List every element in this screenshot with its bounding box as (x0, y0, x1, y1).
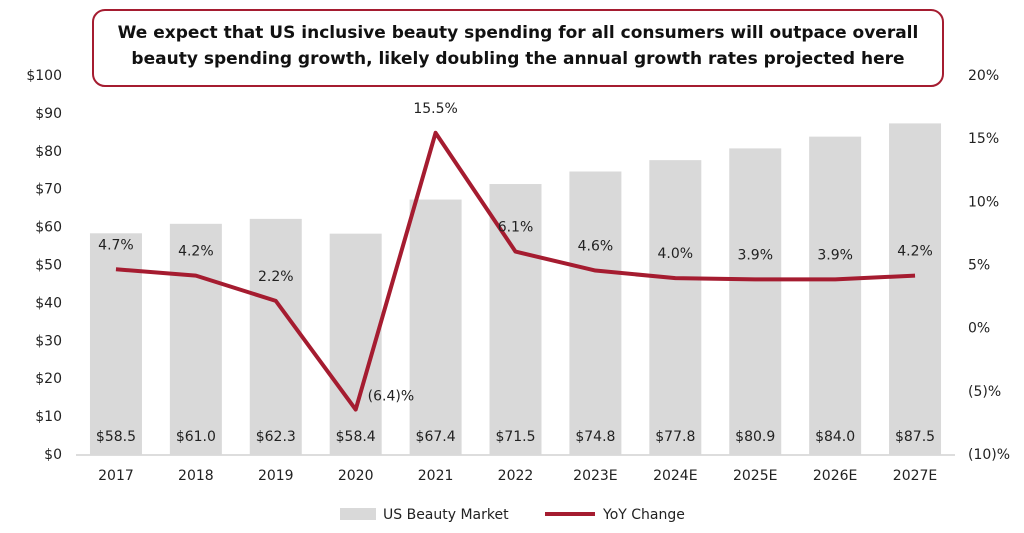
y-tick-label: $30 (35, 333, 62, 349)
bar-value-label: $61.0 (176, 429, 216, 445)
y-tick-label: $80 (35, 144, 62, 160)
y2-tick-label: 5% (968, 258, 990, 274)
x-tick-label: 2026E (813, 468, 857, 484)
line (115, 130, 916, 412)
bar (889, 123, 942, 455)
line-value-label: 4.7% (98, 237, 134, 253)
chart-title: beauty spending growth, likely doubling … (131, 49, 904, 69)
y-tick-label: $100 (26, 68, 62, 84)
y-tick-label: $60 (35, 220, 62, 236)
y-tick-label: $20 (35, 371, 62, 387)
x-tick-label: 2018 (178, 468, 214, 484)
bar-value-label: $74.8 (575, 429, 615, 445)
bar-value-label: $62.3 (256, 429, 296, 445)
bar (89, 233, 142, 455)
line-value-label: 4.6% (578, 239, 614, 255)
bar-value-label: $71.5 (495, 429, 535, 445)
bar-value-label: $77.8 (655, 429, 695, 445)
line-value-label: 4.2% (178, 244, 214, 260)
x-tick-label: 2019 (258, 468, 294, 484)
line-value-label: (6.4)% (368, 389, 415, 405)
line-value-label: 4.2% (897, 244, 933, 260)
x-tick-label: 2021 (418, 468, 454, 484)
y-tick-label: $10 (35, 409, 62, 425)
legend-label: US Beauty Market (383, 507, 509, 523)
y2-tick-label: (5)% (968, 384, 1001, 400)
y-tick-label: $0 (44, 447, 62, 463)
y2-tick-label: 10% (968, 194, 999, 210)
line-value-label: 6.1% (498, 220, 534, 236)
line-value-label: 3.9% (817, 247, 853, 263)
x-tick-label: 2027E (893, 468, 937, 484)
x-tick-label: 2024E (653, 468, 697, 484)
y-tick-label: $90 (35, 106, 62, 122)
y-tick-label: $70 (35, 182, 62, 198)
bar-value-label: $87.5 (895, 429, 935, 445)
y2-tick-label: (10)% (968, 447, 1010, 463)
bar (409, 199, 462, 455)
line-value-label: 4.0% (658, 246, 694, 262)
bar (569, 171, 622, 455)
y2-tick-label: 20% (968, 68, 999, 84)
legend-swatch (340, 508, 376, 520)
bar (809, 136, 862, 455)
bar (249, 218, 302, 455)
bar-value-label: $58.4 (336, 429, 376, 445)
line-value-label: 3.9% (737, 247, 773, 263)
bar-value-label: $67.4 (416, 429, 456, 445)
bar-value-label: $80.9 (735, 429, 775, 445)
line-value-label: 15.5% (413, 101, 457, 117)
x-tick-label: 2023E (573, 468, 617, 484)
bar (649, 160, 702, 455)
y2-tick-label: 15% (968, 131, 999, 147)
chart-title: We expect that US inclusive beauty spend… (118, 23, 919, 43)
y-tick-label: $40 (35, 295, 62, 311)
y2-tick-label: 0% (968, 321, 990, 337)
y-tick-label: $50 (35, 258, 62, 274)
legend-label: YoY Change (602, 507, 685, 523)
line-value-label: 2.2% (258, 269, 294, 285)
title-box (92, 9, 944, 87)
bar (729, 148, 782, 456)
bar-value-label: $84.0 (815, 429, 855, 445)
x-tick-label: 2025E (733, 468, 777, 484)
bar (169, 223, 222, 455)
x-tick-label: 2020 (338, 468, 374, 484)
bar-value-label: $58.5 (96, 429, 136, 445)
x-tick-label: 2017 (98, 468, 134, 484)
x-tick-label: 2022 (498, 468, 534, 484)
